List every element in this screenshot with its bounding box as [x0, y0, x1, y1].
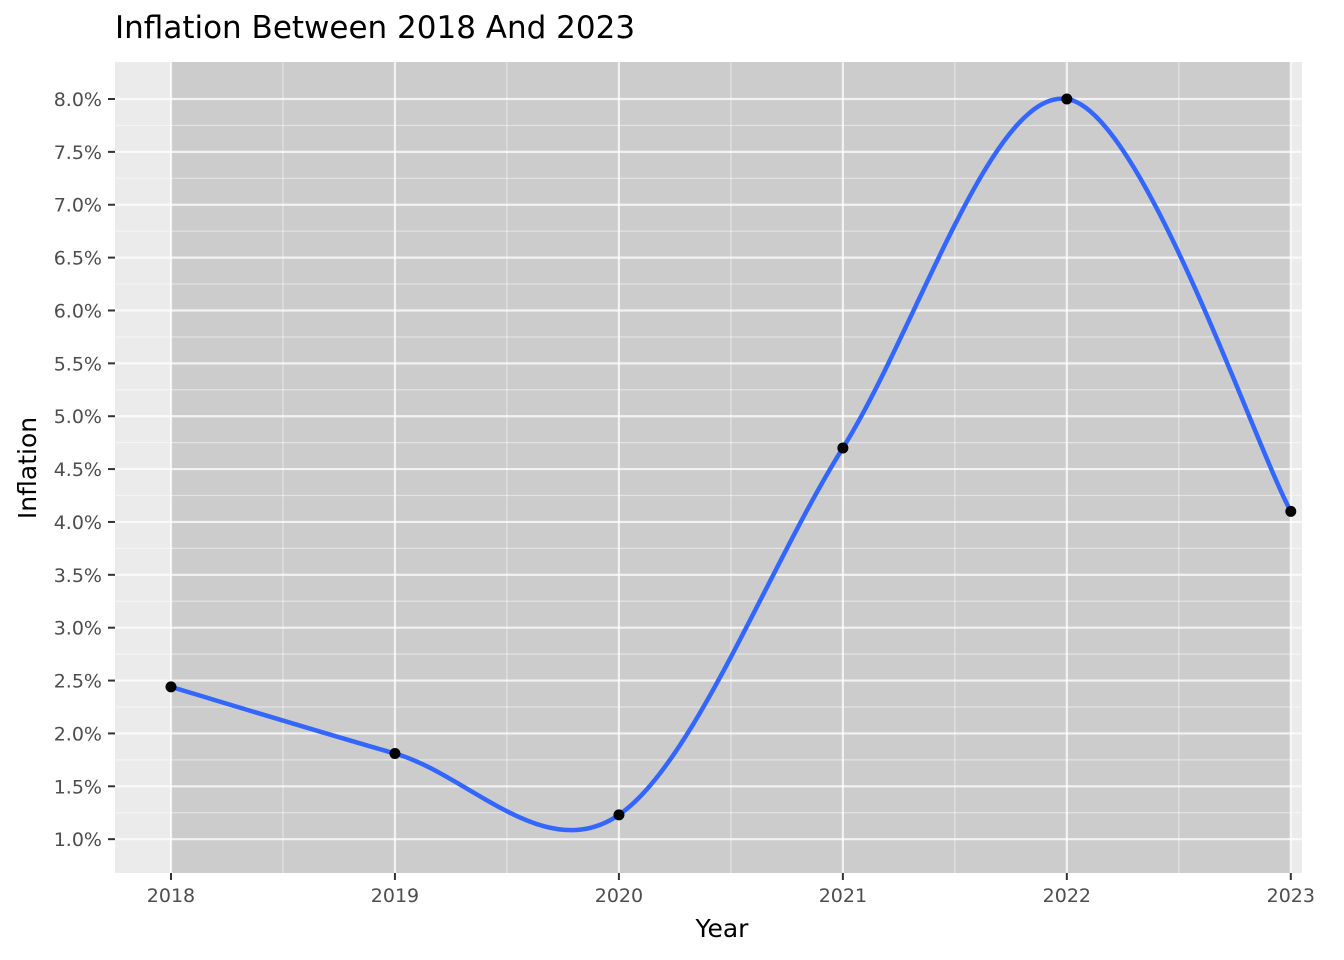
y-tick-label: 1.0%: [54, 829, 102, 851]
data-point: [165, 681, 177, 693]
data-point: [613, 809, 625, 821]
x-tick-label: 2023: [1267, 885, 1315, 907]
highlight-band: [170, 62, 1291, 873]
y-tick-label: 1.5%: [54, 776, 102, 798]
y-tick-label: 6.5%: [54, 248, 102, 270]
y-axis-title: Inflation: [13, 417, 42, 519]
y-axis: 1.0% 1.5% 2.0% 2.5% 3.0% 3.5% 4.0% 4.5% 5.0% 5.5%…: [54, 89, 115, 851]
x-tick-label: 2022: [1043, 885, 1091, 907]
y-tick-label: 7.5%: [54, 142, 102, 164]
x-tick-label: 2018: [147, 885, 195, 907]
x-tick-label: 2019: [371, 885, 419, 907]
x-tick-label: 2020: [595, 885, 643, 907]
y-tick-label: 3.0%: [54, 618, 102, 640]
y-tick-label: 7.0%: [54, 195, 102, 217]
y-tick-label: 6.0%: [54, 300, 102, 322]
highlight-band-rect: [170, 62, 1291, 873]
data-point: [1061, 93, 1073, 105]
data-point: [837, 442, 849, 454]
y-tick-label: 3.5%: [54, 565, 102, 587]
y-tick-label: 4.5%: [54, 459, 102, 481]
y-tick-label: 2.0%: [54, 723, 102, 745]
y-tick-label: 5.5%: [54, 353, 102, 375]
y-tick-label: 8.0%: [54, 89, 102, 111]
y-tick-label: 5.0%: [54, 406, 102, 428]
data-points: [165, 93, 1297, 821]
x-axis-title: Year: [695, 914, 750, 943]
x-axis: 2018 2019 2020 2021 2022 2023: [147, 873, 1315, 907]
y-tick-label: 2.5%: [54, 671, 102, 693]
data-point: [389, 748, 401, 760]
data-point: [1285, 505, 1297, 517]
x-tick-label: 2021: [819, 885, 867, 907]
chart-title: Inflation Between 2018 And 2023: [115, 10, 635, 46]
y-tick-label: 4.0%: [54, 512, 102, 534]
